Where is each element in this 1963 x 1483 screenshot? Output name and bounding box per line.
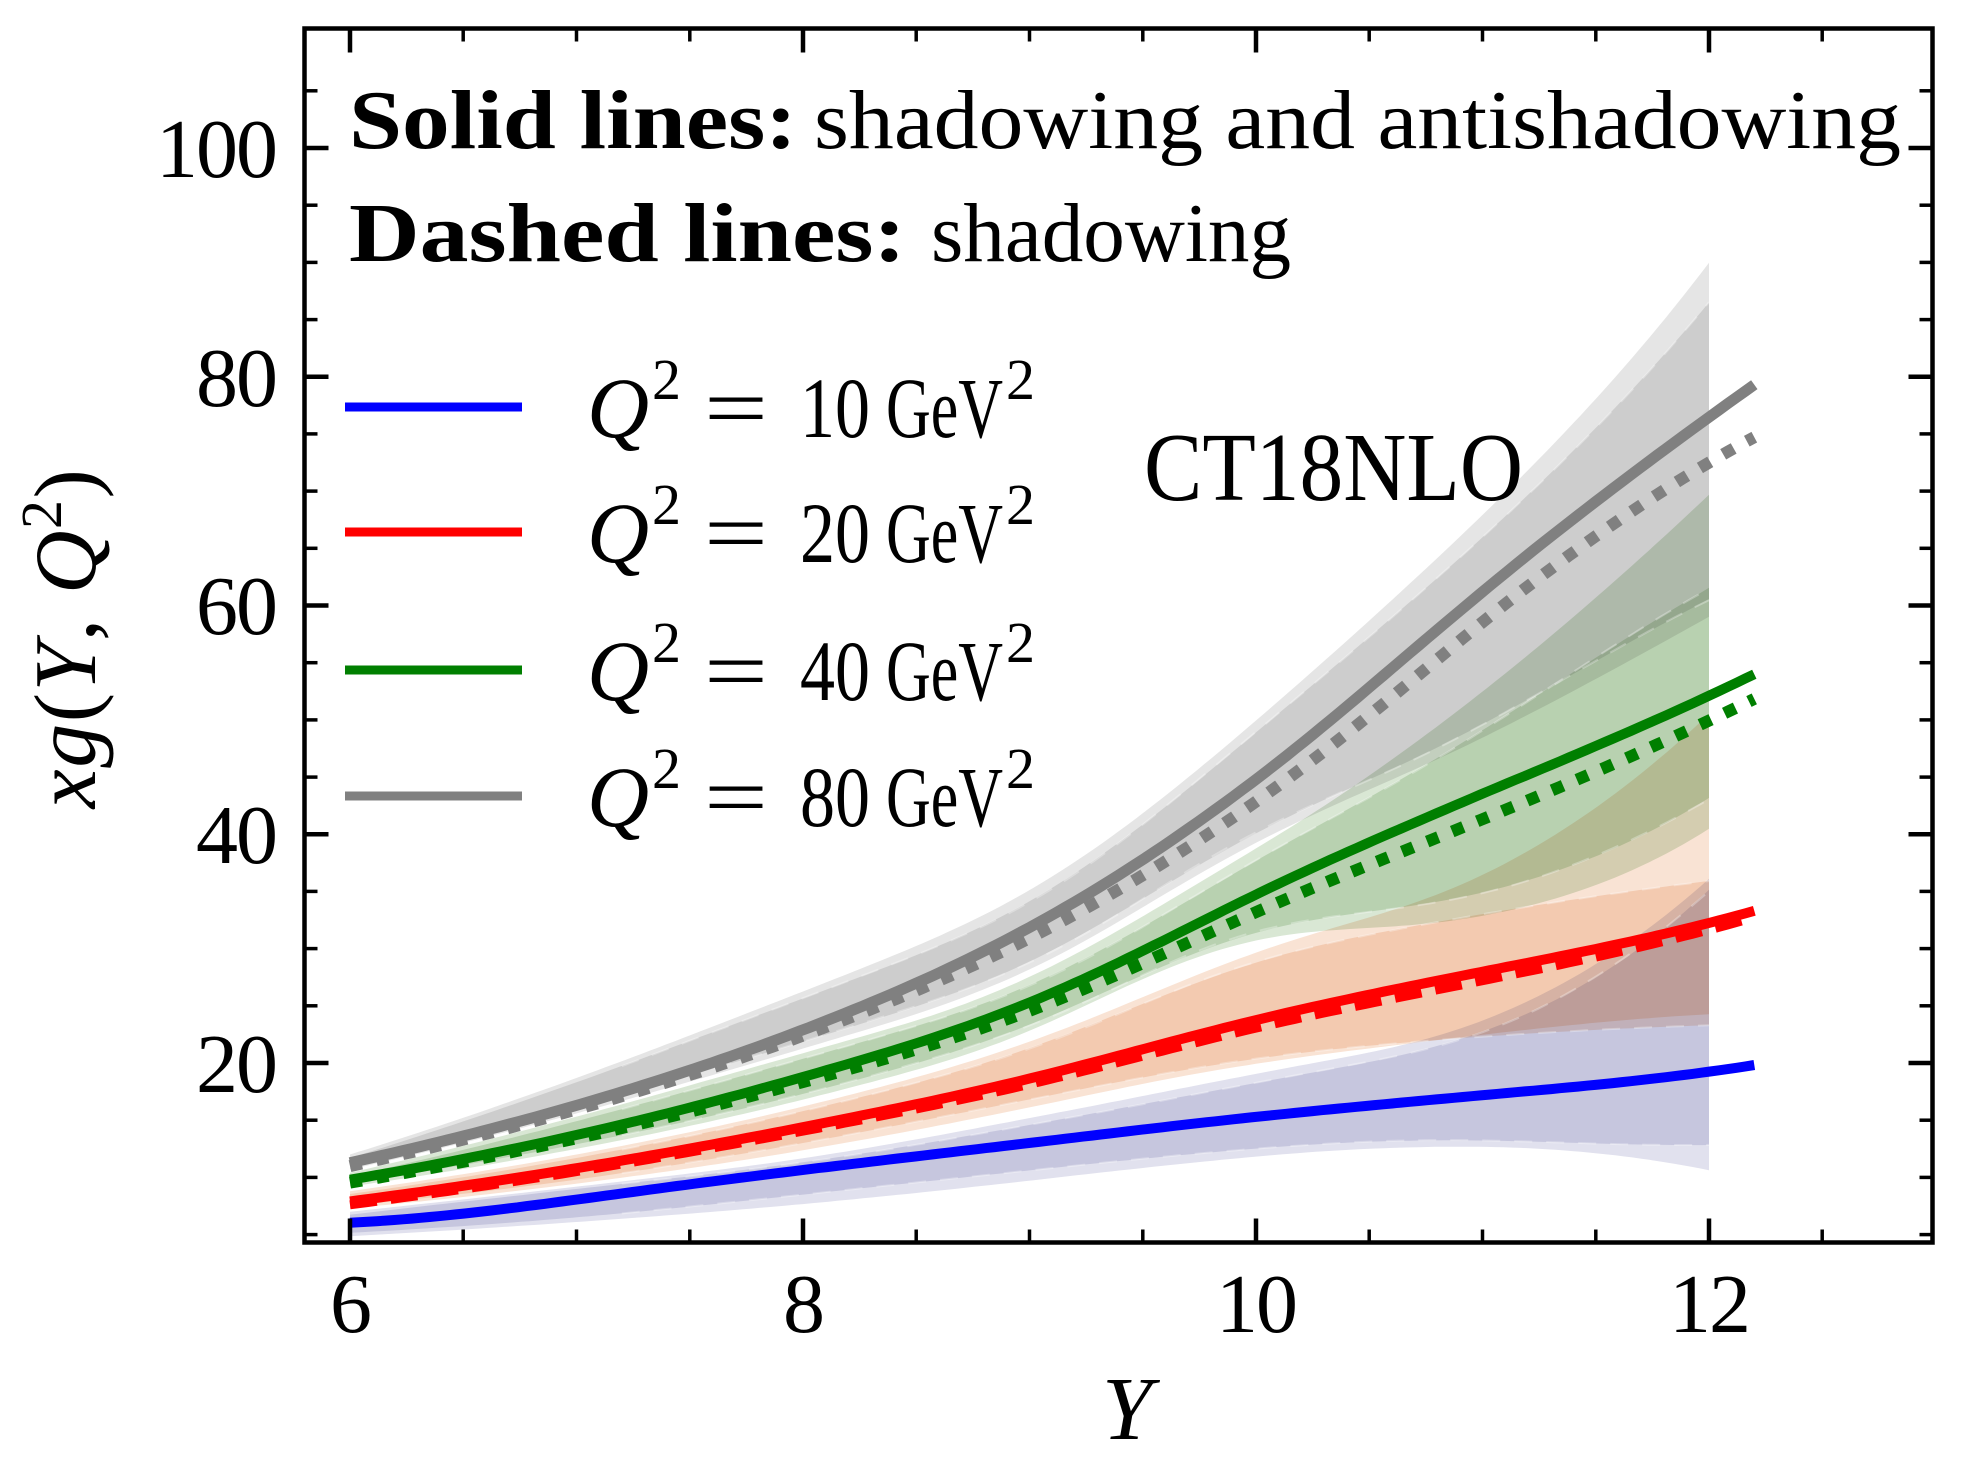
svg-text:Q: Q	[587, 623, 649, 719]
svg-text:10: 10	[800, 360, 870, 456]
svg-text:2: 2	[1006, 347, 1035, 412]
svg-text:GeV: GeV	[886, 485, 1003, 581]
svg-text:=: =	[704, 360, 768, 456]
svg-text:20: 20	[800, 485, 870, 581]
svg-text:2: 2	[652, 347, 681, 412]
svg-text:CT18NLO: CT18NLO	[1144, 414, 1523, 521]
svg-text:Solid lines:: Solid lines:	[349, 74, 797, 167]
svg-text:100: 100	[156, 103, 276, 196]
svg-text:Y: Y	[1102, 1360, 1161, 1459]
svg-text:Q: Q	[587, 485, 649, 581]
svg-text:shadowing and antishadowing: shadowing and antishadowing	[814, 74, 1901, 167]
svg-text:80: 80	[196, 332, 276, 425]
svg-text:Q: Q	[587, 749, 649, 845]
svg-text:2: 2	[1006, 472, 1035, 537]
svg-text:10: 10	[1216, 1258, 1296, 1351]
svg-text:60: 60	[196, 560, 276, 653]
svg-text:6: 6	[330, 1258, 370, 1351]
svg-text:12: 12	[1669, 1258, 1749, 1351]
svg-text:2: 2	[652, 610, 681, 675]
svg-text:shadowing: shadowing	[931, 187, 1291, 280]
svg-text:2: 2	[1006, 610, 1035, 675]
svg-text:40: 40	[196, 789, 276, 882]
svg-text:GeV: GeV	[886, 749, 1003, 845]
svg-text:8: 8	[783, 1258, 823, 1351]
svg-text:=: =	[704, 749, 768, 845]
svg-text:2: 2	[652, 736, 681, 801]
svg-text:2: 2	[1006, 736, 1035, 801]
svg-text:=: =	[704, 485, 768, 581]
svg-text:80: 80	[800, 749, 870, 845]
svg-text:Q: Q	[587, 360, 649, 456]
svg-text:GeV: GeV	[886, 360, 1003, 456]
svg-text:Dashed lines:: Dashed lines:	[349, 187, 906, 280]
svg-text:20: 20	[196, 1018, 276, 1111]
svg-text:40: 40	[800, 623, 870, 719]
svg-text:GeV: GeV	[886, 623, 1003, 719]
svg-text:2: 2	[652, 472, 681, 537]
svg-text:=: =	[704, 623, 768, 719]
